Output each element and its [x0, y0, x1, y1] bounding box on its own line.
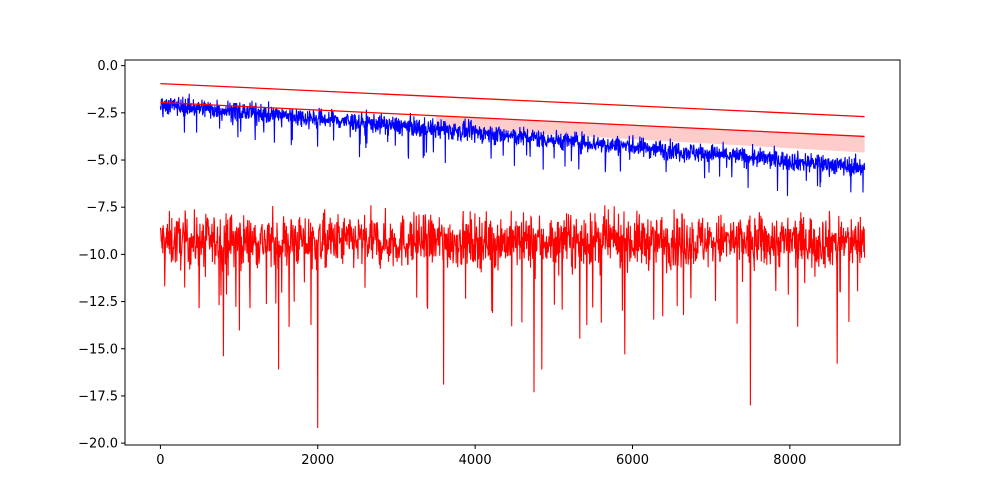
y-tick-label: −15.0: [78, 342, 118, 357]
x-tick-label: 6000: [616, 453, 649, 468]
y-tick-label: −5.0: [86, 154, 118, 169]
plot-area: [159, 82, 866, 429]
y-tick-label: −12.5: [78, 295, 118, 310]
y-tick-label: −7.5: [86, 201, 118, 216]
x-tick-label: 2000: [301, 453, 334, 468]
upper-bound-line: [160, 82, 865, 118]
y-tick-label: −2.5: [86, 106, 118, 121]
x-tick-label: 8000: [773, 453, 806, 468]
series-red-line: [159, 205, 866, 429]
confidence-band: [435, 115, 865, 153]
y-tick-label: −10.0: [78, 248, 118, 263]
y-tick-label: −20.0: [78, 437, 118, 452]
y-tick-label: −17.5: [78, 389, 118, 404]
axes-frame: [124, 59, 901, 446]
x-tick-label: 4000: [459, 453, 492, 468]
x-tick-label: 0: [156, 453, 164, 468]
y-tick-label: 0.0: [97, 59, 118, 74]
series-blue-line: [159, 93, 866, 196]
lower-bound-line: [160, 101, 865, 138]
